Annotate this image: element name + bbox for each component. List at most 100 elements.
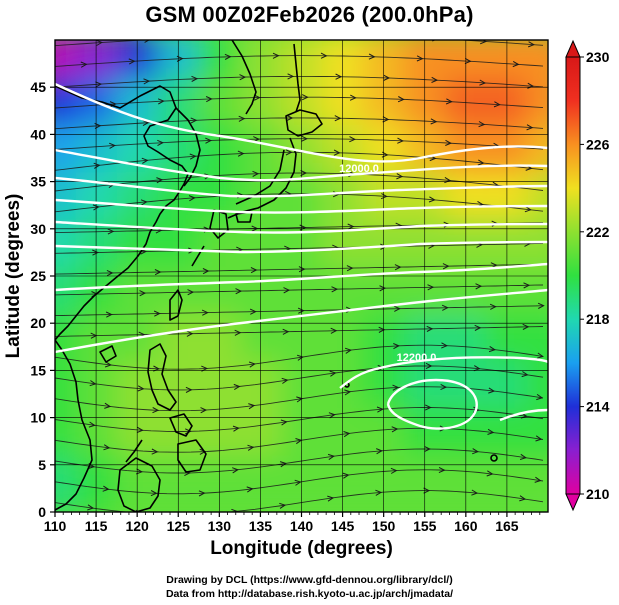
x-tick-label: 150 [372,518,396,534]
stream-arrow [376,448,383,455]
x-tick-label: 160 [454,518,478,534]
x-tick-label: 110 [44,518,67,534]
stream-arrow [103,444,111,451]
stream-arrow [438,466,446,474]
stream-arrow [205,96,213,103]
stream-arrow [396,173,404,180]
stream-arrow [445,98,453,105]
stream-arrow [397,96,405,103]
stream-arrow [344,347,352,354]
stream-arrow [478,121,486,128]
heatmap-cell [55,40,76,88]
stream-arrow [300,169,308,177]
stream-arrow [238,115,246,122]
y-tick-label: 20 [30,315,46,331]
stream-arrow [240,33,246,38]
stream-arrow [472,448,479,455]
stream-arrow [390,467,398,474]
colorbar-tick-label: 222 [586,224,610,240]
colorbar-bar [565,56,581,495]
stream-arrow [344,389,352,396]
stream-arrow [250,267,258,274]
stream-arrow [336,33,341,38]
chart-title: GSM 00Z02Feb2026 (200.0hPa) [145,2,474,27]
colorbar-tick-label: 214 [586,399,610,415]
stream-arrow [136,426,144,433]
stream-arrow [192,40,194,41]
stream-arrow [232,467,239,474]
stream-arrow [445,139,452,146]
stream-arrow [301,135,308,142]
stream-arrow [247,444,255,451]
heatmap-cell [55,408,76,465]
stream-arrow [249,308,257,315]
stream-arrow [176,55,184,62]
stream-arrow [392,384,400,391]
streamline [55,284,544,296]
stream-arrow [394,264,402,271]
stream-arrow [234,329,242,336]
stream-arrow [349,136,356,143]
colorbar-bottom-arrow [565,493,581,512]
heatmap-cell [527,77,548,135]
stream-arrow [424,404,432,411]
streamline [55,365,544,391]
streamline [55,448,544,474]
stream-arrow [200,407,208,414]
stream-arrow [201,309,209,316]
stream-arrow [486,470,494,477]
stream-arrow [397,137,404,144]
stream-arrow [272,52,280,59]
stream-arrow [237,150,245,157]
stream-arrow [480,40,487,45]
stream-arrow [379,285,387,292]
stream-arrow [320,52,328,59]
stream-arrow [425,362,433,370]
stream-arrow [235,288,243,295]
streamline [55,344,544,370]
credit-line-1: Drawing by DCL (https://www.gfd-dennou.o… [166,574,453,586]
stream-arrow [331,286,339,293]
stream-arrow [519,495,527,502]
y-tick-label: 30 [30,221,46,237]
stream-arrow [233,383,241,391]
stream-arrow [442,263,450,270]
x-tick-label: 140 [290,518,314,534]
streamline [55,469,544,495]
stream-arrow [105,311,113,318]
stream-arrow [523,282,531,289]
stream-arrow [139,290,147,297]
heatmap-cell [55,313,76,371]
stream-arrow [488,345,496,353]
stream-arrow [151,448,159,455]
stream-arrow [107,228,115,235]
stream-arrow [248,403,256,410]
stream-arrow [298,266,306,273]
y-tick-label: 0 [38,504,46,520]
x-tick-label: 130 [208,518,232,534]
stream-arrow [464,57,472,65]
heatmap-cell [527,124,548,182]
stream-arrow [393,343,400,350]
stream-arrow [328,412,336,419]
streamline [55,55,544,67]
stream-arrow [475,283,483,290]
stream-arrow [536,393,544,401]
y-tick-label: 40 [30,126,46,142]
stream-arrow [519,453,527,460]
stream-arrow [493,101,501,108]
stream-arrow [88,421,96,428]
x-tick-label: 145 [331,518,355,534]
stream-arrow [87,504,95,511]
stream-arrow [347,223,355,230]
stream-arrow [285,149,293,156]
stream-arrow [198,490,206,497]
streamline [55,407,544,432]
stream-arrow [224,53,232,60]
stream-arrow [440,383,448,391]
y-tick-label: 25 [30,268,46,284]
stream-arrow [334,115,342,122]
stream-arrow [488,387,496,394]
stream-arrow [343,431,351,438]
y-tick-label: 35 [30,174,46,190]
